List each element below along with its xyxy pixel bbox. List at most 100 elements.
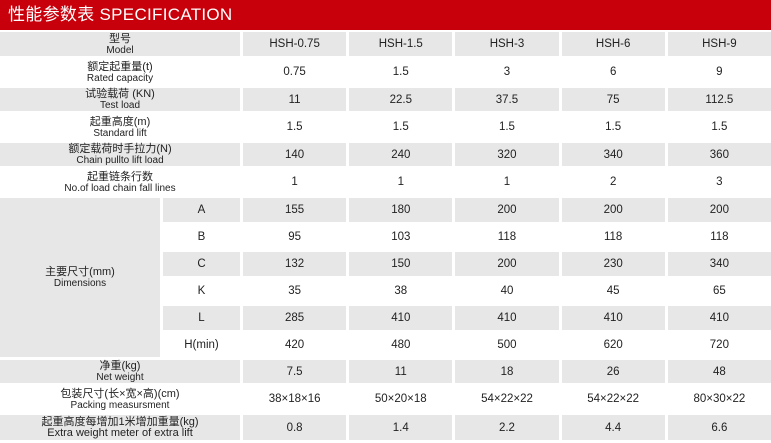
value-cell: HSH-6	[561, 32, 665, 56]
value-cell: 410	[667, 306, 771, 330]
value-cell: 155	[243, 198, 347, 222]
value-cell: 118	[667, 225, 771, 249]
value-cell: 420	[243, 333, 347, 357]
value-cell: 95	[243, 225, 347, 249]
value-cell: 200	[667, 198, 771, 222]
table-row-dimension: 主要尺寸(mm) Dimensions A 155 180 200 200 200	[0, 198, 771, 357]
value-cell: 200	[455, 198, 559, 222]
dimensions-label: 主要尺寸(mm) Dimensions	[0, 198, 160, 357]
value-cell: 26	[561, 360, 665, 383]
row-label: 额定起重量(t) Rated capacity	[0, 59, 240, 85]
value-cell: 50×20×18	[349, 386, 453, 412]
value-cell: 1	[455, 169, 559, 195]
value-cell: 285	[243, 306, 347, 330]
value-cell: 38×18×16	[243, 386, 347, 412]
label-en: Net weight	[96, 372, 144, 383]
label-en: Rated capacity	[86, 72, 154, 84]
value-cell: 0.75	[243, 59, 347, 85]
table-row-dimension: B 95 103 118 118 118	[0, 225, 771, 249]
value-cell: 54×22×22	[561, 386, 665, 412]
value-cell: 35	[243, 279, 347, 303]
value-cell: 1.4	[349, 415, 453, 440]
value-cell: 320	[455, 143, 559, 166]
value-cell: 37.5	[455, 88, 559, 111]
label-cn: 起重链条行数	[87, 170, 153, 183]
spec-title-bar: 性能参数表 SPECIFICATION	[0, 0, 771, 30]
value-cell: 103	[349, 225, 453, 249]
table-row: 包装尺寸(长×宽×高)(cm) Packing measursment 38×18×…	[0, 386, 771, 412]
label-en: No.of load chain fall lines	[64, 182, 176, 194]
value-cell: 118	[561, 225, 665, 249]
table-row: 起重高度每增加1米增加重量(kg) Extra weight meter of e…	[0, 415, 771, 440]
value-cell: 230	[561, 252, 665, 276]
table-row: 试验载荷 (KN) Test load 11 22.5 37.5 75 112.5	[0, 88, 771, 111]
value-cell: 11	[349, 360, 453, 383]
value-cell: 720	[667, 333, 771, 357]
value-cell: 1.5	[455, 114, 559, 140]
value-cell: 48	[667, 360, 771, 383]
value-cell: 54×22×22	[455, 386, 559, 412]
label-en: Standard lift	[93, 127, 147, 139]
dimension-key: H(min)	[163, 333, 240, 357]
value-cell: 2	[561, 169, 665, 195]
row-label: 包装尺寸(长×宽×高)(cm) Packing measursment	[0, 386, 240, 412]
value-cell: 200	[455, 252, 559, 276]
value-cell: 620	[561, 333, 665, 357]
table-row-dimension: H(min) 420 480 500 620 720	[0, 333, 771, 357]
dimension-key: C	[163, 252, 240, 276]
value-cell: 200	[561, 198, 665, 222]
value-cell: HSH-3	[455, 32, 559, 56]
value-cell: 3	[455, 59, 559, 85]
row-label: 净重(kg) Net weight	[0, 360, 240, 383]
label-cn: 试验载荷 (KN)	[85, 88, 155, 100]
row-label: 试验载荷 (KN) Test load	[0, 88, 240, 111]
label-cn: 型号	[109, 32, 131, 45]
label-cn: 起重高度(m)	[89, 115, 151, 128]
table-row: 净重(kg) Net weight 7.5 11 18 26 48	[0, 360, 771, 383]
label-cn: 额定起重量(t)	[87, 60, 153, 73]
value-cell: 6	[561, 59, 665, 85]
value-cell: 132	[243, 252, 347, 276]
value-cell: 38	[349, 279, 453, 303]
value-cell: HSH-0.75	[243, 32, 347, 56]
value-cell: 240	[349, 143, 453, 166]
row-label: 额定载荷时手拉力(N) Chain pullto lift load	[0, 143, 240, 166]
value-cell: 11	[243, 88, 347, 111]
value-cell: HSH-9	[667, 32, 771, 56]
value-cell: 18	[455, 360, 559, 383]
label-cn: 净重(kg)	[99, 360, 141, 372]
row-label: 型号 Model	[0, 32, 240, 56]
value-cell: 80×30×22	[667, 386, 771, 412]
value-cell: 40	[455, 279, 559, 303]
value-cell: 480	[349, 333, 453, 357]
value-cell: 65	[667, 279, 771, 303]
value-cell: 140	[243, 143, 347, 166]
value-cell: 112.5	[667, 88, 771, 111]
label-en: Model	[106, 44, 134, 56]
value-cell: 410	[455, 306, 559, 330]
row-label: 起重链条行数 No.of load chain fall lines	[0, 169, 240, 195]
spec-title: 性能参数表 SPECIFICATION	[8, 5, 233, 24]
table-row: 起重高度(m) Standard lift 1.5 1.5 1.5 1.5 1.5	[0, 114, 771, 140]
value-cell: 1.5	[667, 114, 771, 140]
table-row: 起重链条行数 No.of load chain fall lines 1 1 1 2 3	[0, 169, 771, 195]
value-cell: 22.5	[349, 88, 453, 111]
dimension-key: B	[163, 225, 240, 249]
value-cell: 2.2	[455, 415, 559, 440]
table-row: 额定载荷时手拉力(N) Chain pullto lift load 140 240 3…	[0, 143, 771, 166]
value-cell: 4.4	[561, 415, 665, 440]
label-en: Chain pullto lift load	[76, 155, 164, 166]
table-row: 额定起重量(t) Rated capacity 0.75 1.5 3 6 9	[0, 59, 771, 85]
value-cell: 1.5	[561, 114, 665, 140]
row-label: 起重高度(m) Standard lift	[0, 114, 240, 140]
value-cell: 150	[349, 252, 453, 276]
value-cell: 500	[455, 333, 559, 357]
value-cell: 1.5	[349, 59, 453, 85]
dimension-key: A	[163, 198, 240, 222]
value-cell: 410	[349, 306, 453, 330]
value-cell: HSH-1.5	[349, 32, 453, 56]
table-row: 型号 Model HSH-0.75 HSH-1.5 HSH-3 HSH-6 HSH-9	[0, 32, 771, 56]
value-cell: 180	[349, 198, 453, 222]
value-cell: 118	[455, 225, 559, 249]
value-cell: 410	[561, 306, 665, 330]
